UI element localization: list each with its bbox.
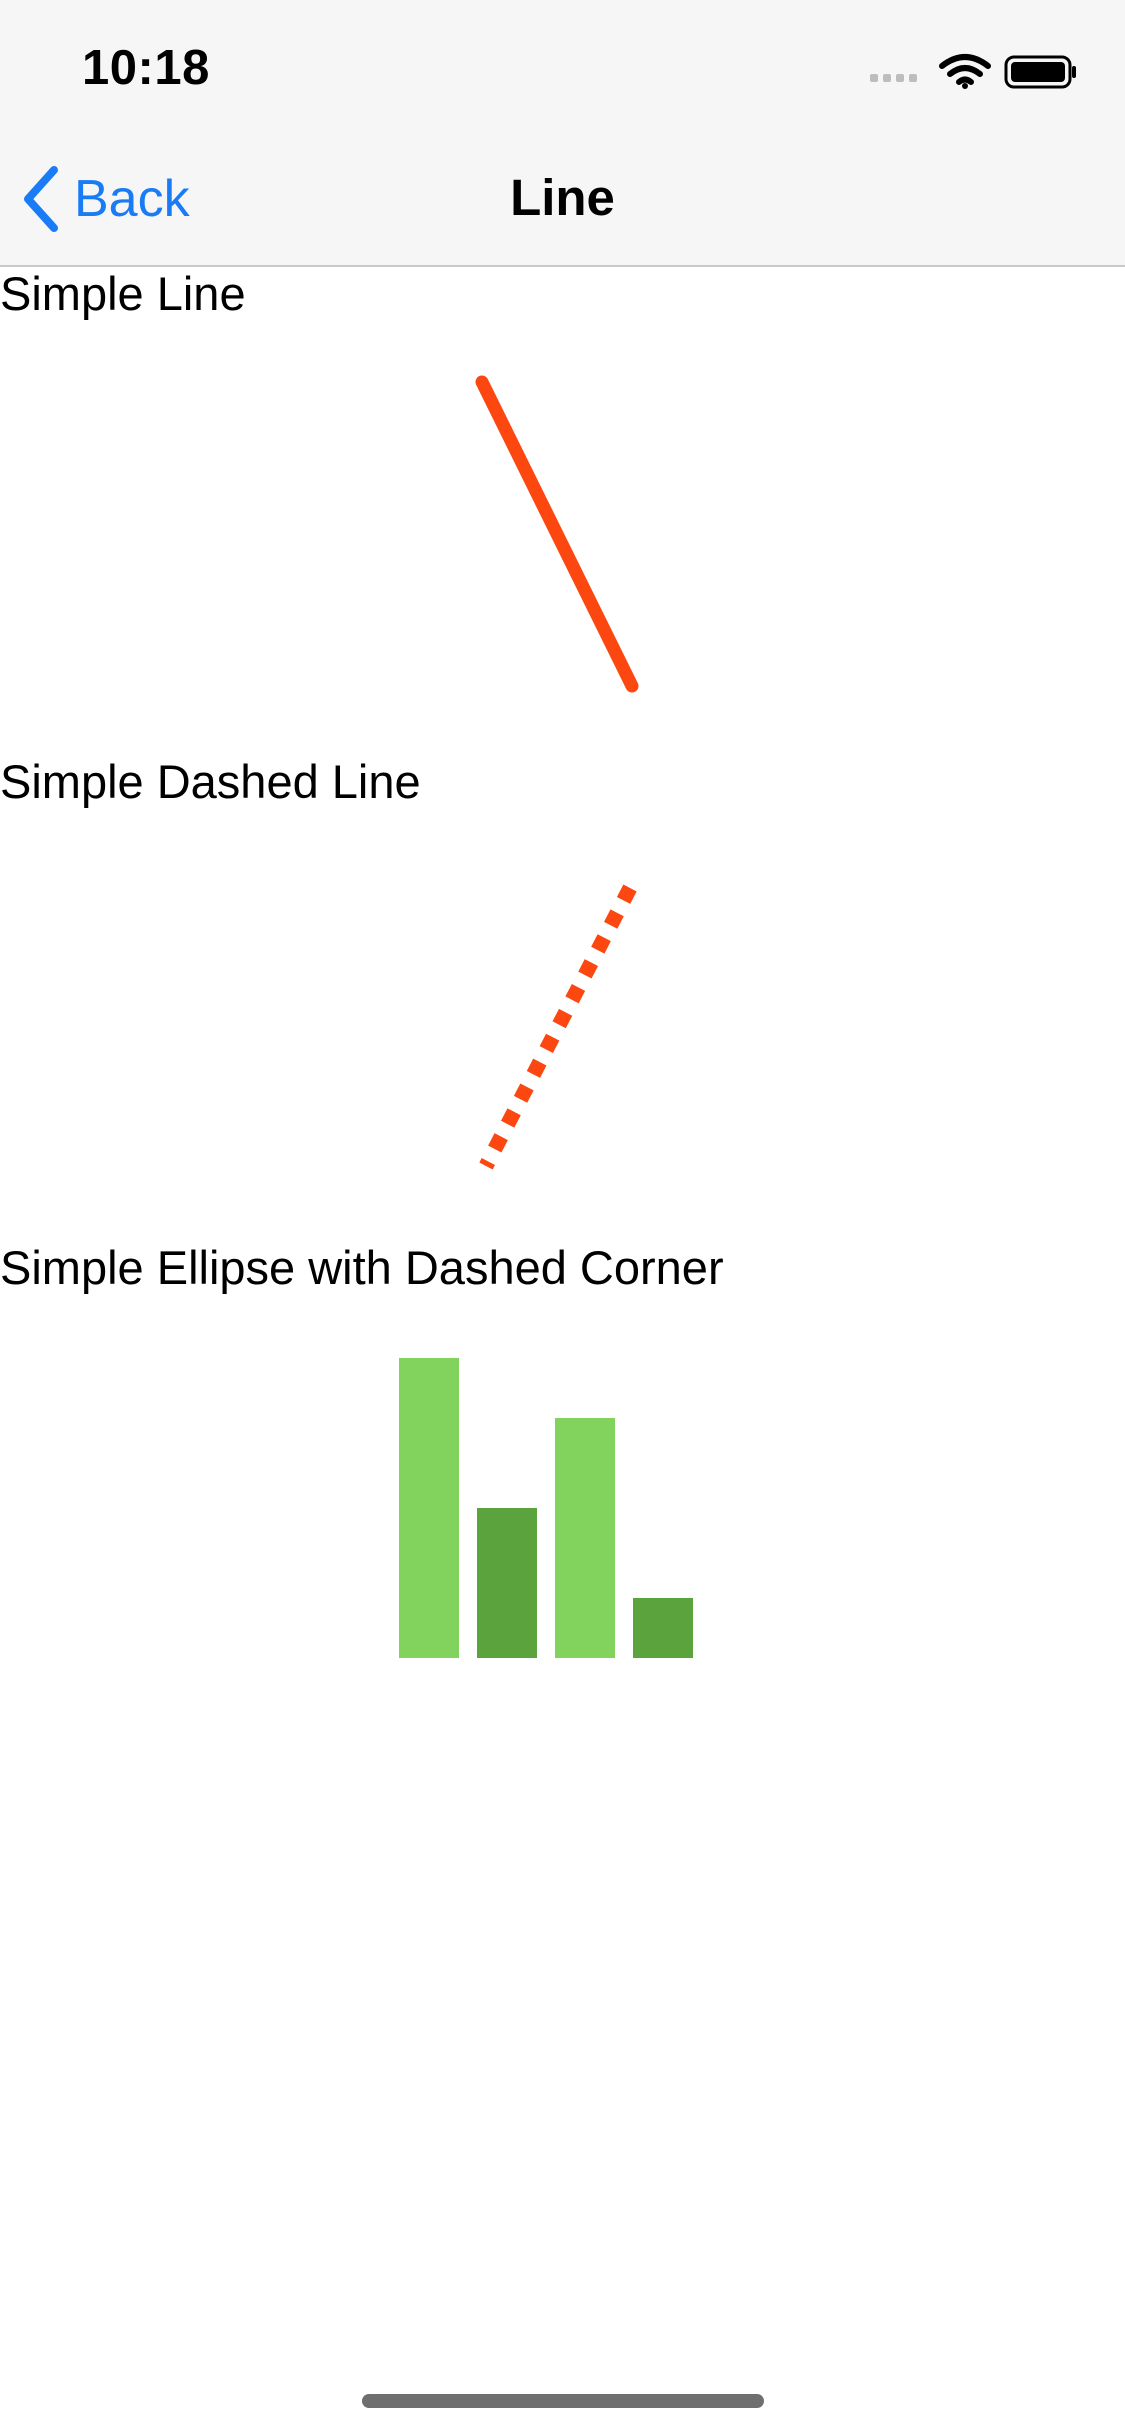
navigation-bar: Back Line xyxy=(0,132,1125,267)
wifi-icon xyxy=(939,54,991,89)
chart-bar-4 xyxy=(633,1598,693,1658)
simple-line xyxy=(475,375,639,693)
page-title: Line xyxy=(510,169,615,226)
simple-line-drawing xyxy=(475,375,639,693)
chart-bar-3 xyxy=(555,1418,615,1658)
battery-icon xyxy=(1004,55,1076,89)
home-indicator xyxy=(362,2394,764,2408)
chart-bar-1 xyxy=(399,1358,459,1658)
status-time: 10:18 xyxy=(82,41,210,95)
section-title-simple-dashed-line: Simple Dashed Line xyxy=(0,755,421,808)
section-title-simple-line: Simple Line xyxy=(0,267,246,320)
chart-bar-2 xyxy=(477,1508,537,1658)
back-button-label: Back xyxy=(74,170,190,228)
back-button[interactable]: Back xyxy=(22,166,190,232)
status-icons xyxy=(870,52,1080,89)
section-title-simple-ellipse: Simple Ellipse with Dashed Corner xyxy=(0,1241,724,1294)
signal-dots-icon xyxy=(870,74,917,82)
chevron-left-icon xyxy=(24,166,58,232)
simple-dashed-line xyxy=(479,884,637,1170)
dashed-line-drawing xyxy=(479,884,637,1170)
bar-chart xyxy=(399,1358,693,1658)
status-bar: 10:18 xyxy=(0,0,1125,132)
